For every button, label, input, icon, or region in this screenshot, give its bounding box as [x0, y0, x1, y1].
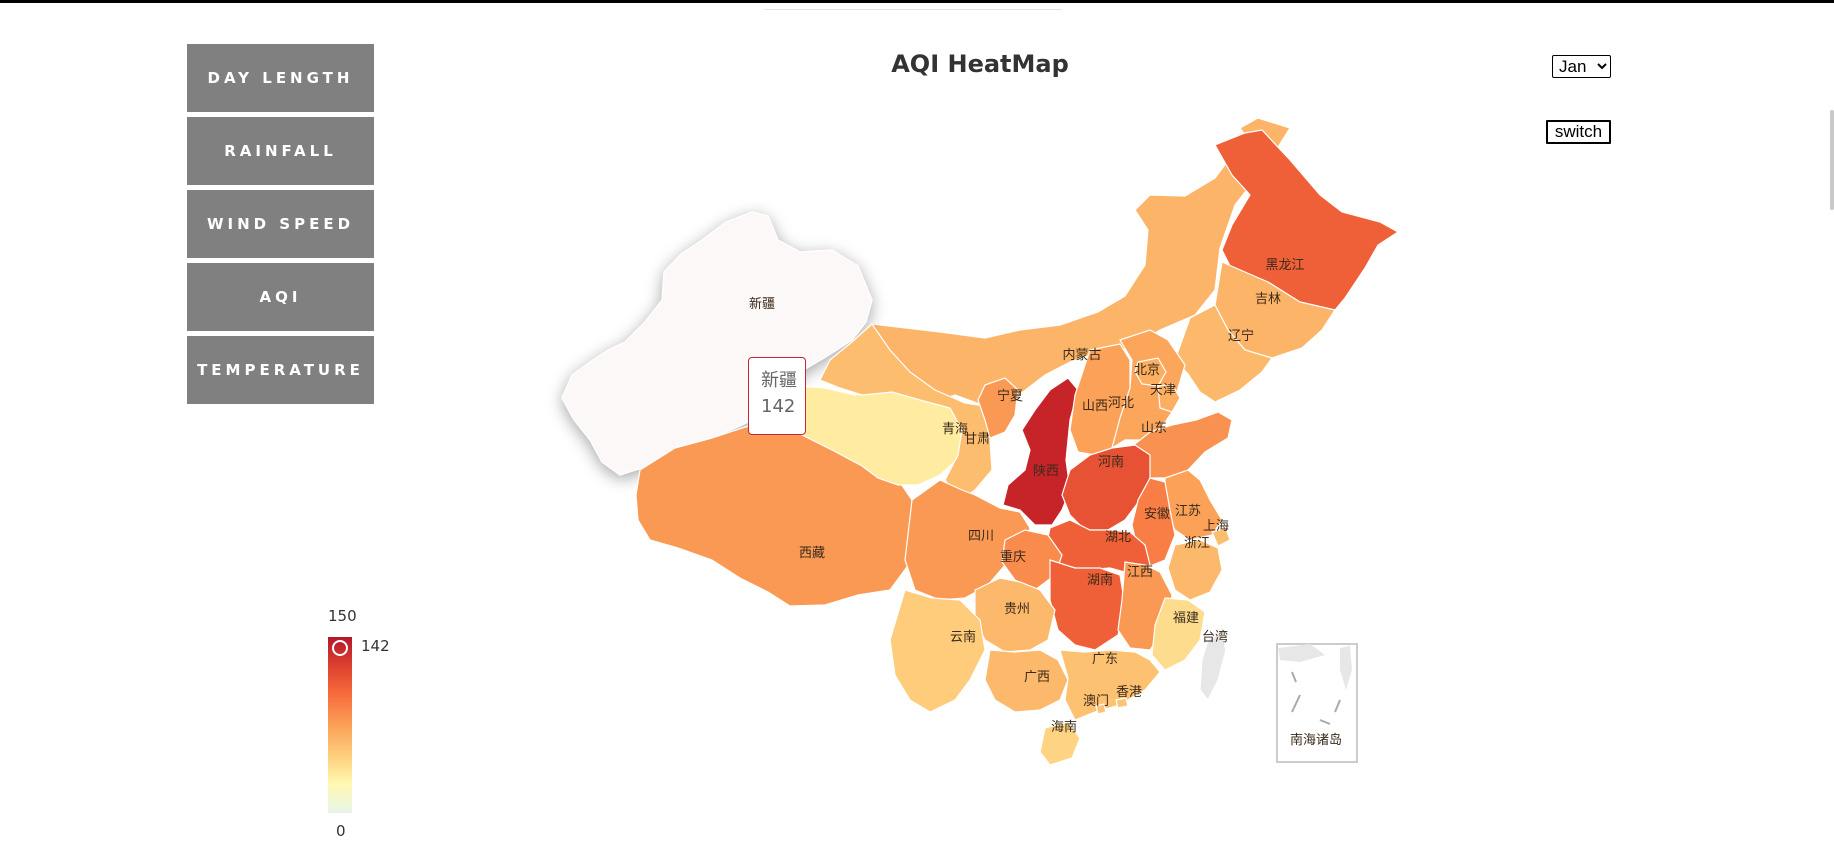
- region-hongkong[interactable]: [1115, 697, 1129, 709]
- switch-button[interactable]: switch: [1546, 120, 1611, 144]
- sidebar-nav: DAY LENGTH RAINFALL WIND SPEED AQI TEMPE…: [187, 44, 374, 409]
- region-zhejiang[interactable]: [1167, 539, 1223, 601]
- region-label: 重庆: [1000, 549, 1026, 565]
- region-label: 湖北: [1105, 530, 1131, 545]
- region-label: 广东: [1092, 652, 1118, 667]
- region-gansu[interactable]: [819, 323, 999, 501]
- region-label: 青海: [942, 422, 968, 437]
- region-label: 陕西: [1033, 464, 1059, 479]
- region-label: 新疆: [749, 296, 775, 312]
- region-label: 河南: [1098, 454, 1124, 470]
- region-liaoning[interactable]: [1174, 304, 1273, 403]
- region-label: 四川: [968, 529, 994, 544]
- region-label: 台湾: [1202, 629, 1228, 645]
- tooltip-value: 142: [761, 396, 796, 417]
- region-guangdong[interactable]: [1059, 649, 1161, 721]
- region-xinjiang[interactable]: [561, 211, 873, 476]
- region-guangxi[interactable]: [984, 649, 1069, 713]
- region-label: 上海: [1203, 519, 1229, 534]
- region-label: 海南: [1051, 719, 1077, 735]
- region-ningxia[interactable]: [977, 377, 1019, 439]
- region-tianjin[interactable]: [1157, 383, 1181, 413]
- region-label: 香港: [1116, 685, 1142, 700]
- map-tooltip: 新疆 142: [748, 357, 806, 435]
- tooltip-province: 新疆: [761, 370, 797, 391]
- region-label: 江苏: [1175, 503, 1201, 519]
- top-divider: [764, 9, 1062, 10]
- region-label: 宁夏: [997, 388, 1023, 404]
- visual-map-gradient-bar[interactable]: [328, 637, 352, 813]
- scrollbar[interactable]: [1830, 110, 1834, 210]
- region-label: 西藏: [799, 546, 825, 561]
- region-label: 山西: [1082, 399, 1108, 414]
- region-label: 江西: [1127, 565, 1153, 580]
- region-label: 河北: [1108, 396, 1134, 411]
- region-label: 北京: [1134, 363, 1160, 378]
- region-label: 吉林: [1255, 292, 1281, 307]
- south-china-sea-inset: [1276, 643, 1358, 763]
- month-select[interactable]: Jan: [1552, 55, 1611, 78]
- visual-map-min-label: 0: [336, 822, 346, 840]
- region-fujian[interactable]: [1151, 597, 1206, 671]
- region-shanghai[interactable]: [1211, 527, 1231, 547]
- region-label: 天津: [1150, 383, 1176, 398]
- region-label: 浙江: [1184, 536, 1210, 551]
- region-label: 内蒙古: [1062, 347, 1101, 363]
- visual-map-current-label: 142: [361, 637, 390, 655]
- nav-aqi-button[interactable]: AQI: [187, 263, 374, 331]
- region-label: 辽宁: [1228, 328, 1254, 344]
- region-shaanxi[interactable]: [1002, 377, 1079, 526]
- region-label: 安徽: [1144, 507, 1170, 522]
- region-label: 黑龙江: [1265, 258, 1304, 273]
- region-label: 澳门: [1083, 693, 1109, 709]
- region-heilongjiang[interactable]: [1214, 129, 1400, 311]
- top-border: [0, 0, 1834, 3]
- region-macao[interactable]: [1095, 703, 1107, 715]
- nav-rainfall-button[interactable]: RAINFALL: [187, 117, 374, 185]
- region-label: 山东: [1141, 421, 1167, 436]
- region-label: 甘肃: [964, 432, 990, 447]
- region-label: 湖南: [1087, 572, 1113, 588]
- region-hainan[interactable]: [1039, 721, 1081, 766]
- visual-map-max-label: 150: [328, 607, 357, 625]
- region-label: 广西: [1024, 670, 1050, 685]
- region-hunan[interactable]: [1049, 559, 1126, 651]
- page-title: AQI HeatMap: [891, 50, 1069, 78]
- nav-day-length-button[interactable]: DAY LENGTH: [187, 44, 374, 112]
- region-label: 南海诸岛: [1290, 732, 1342, 748]
- visual-map-handle-icon[interactable]: [332, 640, 348, 656]
- region-label: 贵州: [1004, 602, 1030, 617]
- region-taiwan[interactable]: [1199, 631, 1227, 702]
- nav-temperature-button[interactable]: TEMPERATURE: [187, 336, 374, 404]
- region-qinghai[interactable]: [784, 385, 969, 486]
- region-label: 云南: [950, 629, 976, 645]
- nav-wind-speed-button[interactable]: WIND SPEED: [187, 190, 374, 258]
- region-yunnan[interactable]: [889, 589, 986, 713]
- region-label: 福建: [1173, 611, 1199, 626]
